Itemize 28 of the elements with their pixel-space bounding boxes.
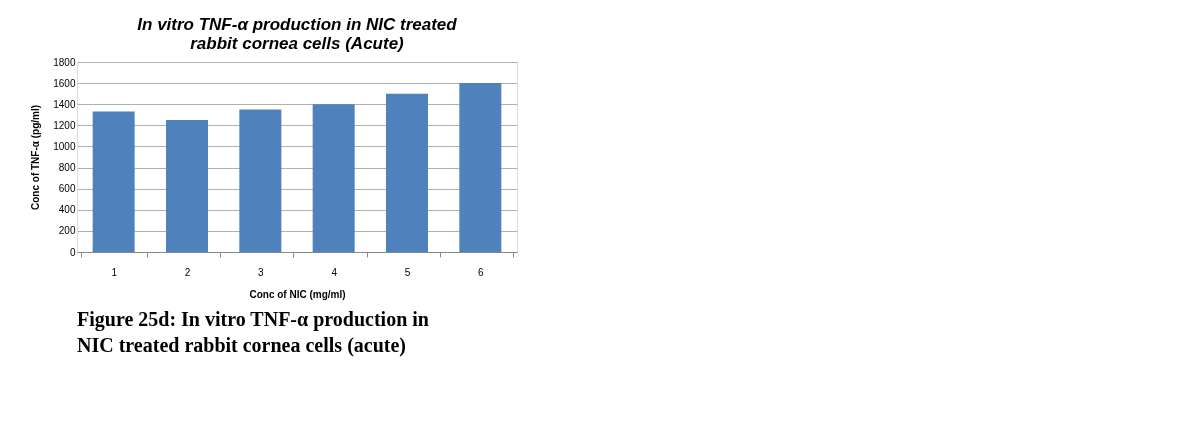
y-tick-label: 1400: [53, 98, 76, 110]
caption: Figure 25d: In vitro TNF-α production in: [77, 308, 429, 331]
x-tick-label: 6: [478, 266, 485, 278]
y-axis-title: Conc of TNF-α (pg/ml): [30, 104, 42, 211]
y-tick-label: 1800: [53, 56, 76, 68]
x-tick-label: 2: [184, 266, 191, 278]
y-tick-label: 400: [58, 204, 76, 216]
y-tick-label: 600: [58, 183, 76, 195]
text: NIC treated rabbit cornea cells (acute): [77, 334, 406, 357]
x-tick-label: 1: [111, 266, 118, 278]
bar: [459, 83, 502, 252]
x-tick-label: 4: [331, 266, 338, 278]
bar: [239, 109, 282, 252]
x-axis-title: Conc of NIC (mg/ml): [249, 288, 346, 300]
bar: [312, 104, 355, 252]
text: In vitro TNF-α production in NIC treated: [137, 15, 457, 34]
y-tick-label: 1000: [53, 140, 76, 152]
y-tick-label: 1600: [53, 77, 76, 89]
x-tick-label: 3: [258, 266, 265, 278]
x-tick-label: 5: [404, 266, 411, 278]
bar: [92, 111, 135, 252]
y-tick-label: 200: [58, 225, 76, 237]
y-tick-label: 1200: [53, 119, 76, 131]
y-tick-label: 800: [58, 162, 76, 174]
text: rabbit cornea cells (Acute): [190, 34, 404, 53]
y-tick-label: 0: [69, 246, 76, 258]
bar: [166, 120, 208, 252]
bar: [386, 93, 428, 252]
